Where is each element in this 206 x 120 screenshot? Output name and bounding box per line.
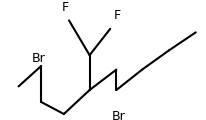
Text: Br: Br <box>112 110 125 120</box>
Text: F: F <box>113 9 121 22</box>
Text: Br: Br <box>32 52 45 65</box>
Text: F: F <box>61 1 68 14</box>
